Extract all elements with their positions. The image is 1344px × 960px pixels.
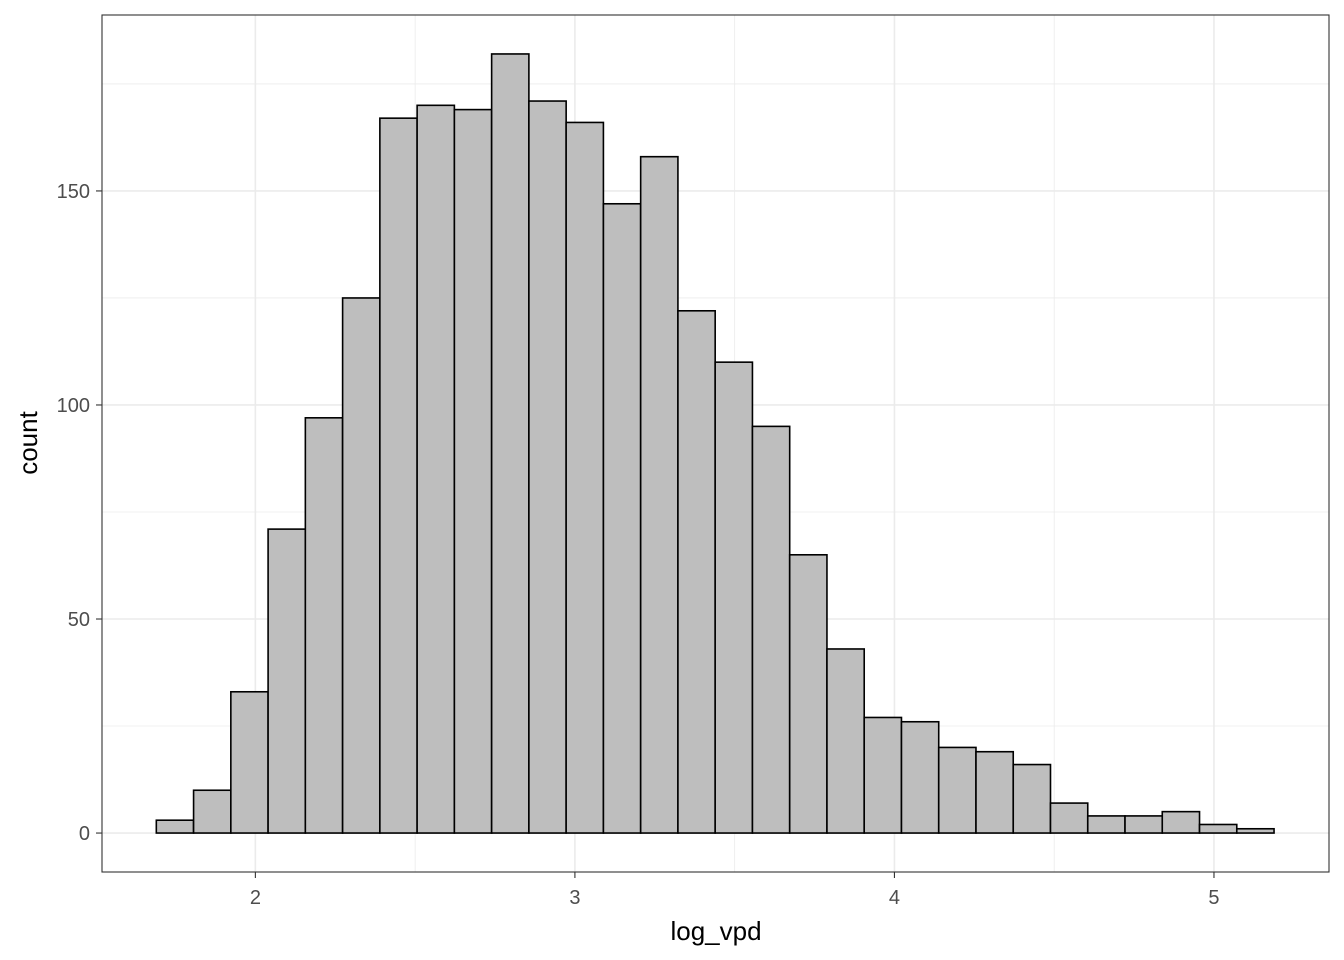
- histogram-bar: [975, 750, 1015, 834]
- histogram-bar: [1161, 810, 1201, 834]
- histogram-bar: [155, 819, 195, 834]
- y-tick-label: 50: [68, 609, 90, 631]
- histogram-bar: [453, 108, 493, 834]
- histogram-bar: [1086, 815, 1126, 834]
- histogram-bar: [565, 121, 605, 834]
- histogram-bar: [639, 155, 679, 834]
- histogram-bar: [490, 53, 530, 834]
- histogram-bar: [1049, 802, 1089, 834]
- x-axis-title: log_vpd: [670, 916, 761, 946]
- y-axis-title: count: [13, 410, 43, 474]
- x-tick-label: 3: [569, 887, 580, 909]
- x-tick-label: 4: [889, 887, 900, 909]
- histogram-bar: [937, 746, 977, 834]
- y-tick-label: 150: [57, 181, 90, 203]
- y-tick-label: 0: [79, 823, 90, 845]
- histogram-bar: [267, 528, 307, 834]
- histogram-bar: [677, 309, 716, 834]
- histogram-bar: [416, 104, 456, 834]
- histogram-bar: [528, 100, 567, 834]
- histogram-bar: [826, 648, 866, 834]
- y-axis: 0 50 100 150: [57, 181, 102, 845]
- histogram-bar: [788, 553, 828, 834]
- histogram-bar: [751, 425, 791, 834]
- x-tick-label: 2: [250, 887, 261, 909]
- histogram-bar: [341, 297, 381, 834]
- histogram-bar: [230, 690, 269, 834]
- histogram-bar: [863, 716, 903, 834]
- x-tick-label: 5: [1208, 887, 1219, 909]
- histogram-bar: [304, 417, 344, 834]
- x-axis: 2 3 4 5: [250, 872, 1220, 909]
- histogram-bars: [155, 53, 1275, 834]
- histogram-bar: [1235, 827, 1275, 834]
- panel-border: [101, 14, 1330, 873]
- histogram-bar: [1012, 763, 1052, 834]
- histogram-bar: [379, 117, 418, 834]
- histogram-bar: [1124, 815, 1164, 834]
- histogram-bar: [1198, 823, 1238, 834]
- histogram-bar: [714, 361, 754, 834]
- y-tick-label: 100: [57, 395, 90, 417]
- histogram-bar: [192, 789, 232, 834]
- histogram-bar: [900, 720, 940, 834]
- histogram-bar: [602, 202, 642, 834]
